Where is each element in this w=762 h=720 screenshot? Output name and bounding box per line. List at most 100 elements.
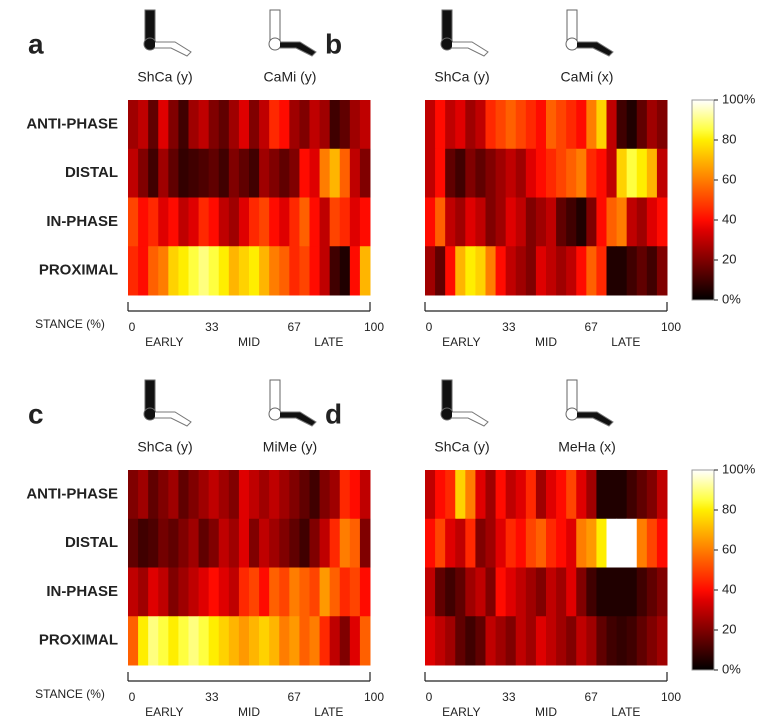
heat-cell bbox=[309, 567, 321, 617]
heat-cell bbox=[636, 470, 648, 520]
heat-cell bbox=[596, 518, 607, 568]
colorbar-tick-label: 20 bbox=[722, 251, 736, 266]
heat-cell bbox=[495, 567, 507, 617]
heat-cell bbox=[656, 100, 668, 150]
phase-label: LATE bbox=[314, 335, 343, 349]
heat-cell bbox=[339, 470, 351, 520]
heat-cell bbox=[238, 470, 250, 520]
heat-cell bbox=[208, 518, 220, 568]
heat-cell bbox=[485, 567, 497, 617]
heat-cell bbox=[475, 148, 486, 198]
heat-cell bbox=[198, 616, 210, 666]
heat-cell bbox=[465, 470, 476, 520]
heat-cell bbox=[198, 246, 210, 296]
x-tick-label: 100 bbox=[661, 320, 681, 334]
heat-cell bbox=[208, 197, 220, 247]
heat-cell bbox=[188, 470, 200, 520]
panel-label: b bbox=[325, 28, 342, 59]
panel: c ShCa (y) MiMe (y) ANTI-PHASE DISTAL IN-PHAS… bbox=[26, 379, 384, 719]
heat-cell bbox=[566, 518, 577, 568]
heat-cell bbox=[279, 246, 290, 296]
colorbar bbox=[691, 99, 715, 301]
heat-cell bbox=[586, 197, 597, 247]
heat-cell bbox=[259, 470, 270, 520]
row-label: IN-PHASE bbox=[46, 213, 118, 230]
heat-cell bbox=[289, 616, 300, 666]
heat-cell bbox=[148, 197, 159, 247]
x-tick-label: 67 bbox=[584, 320, 598, 334]
heat-cell bbox=[329, 148, 341, 198]
heat-cell bbox=[138, 567, 149, 617]
heat-cell bbox=[445, 470, 456, 520]
heat-cell bbox=[596, 616, 607, 666]
heat-cell bbox=[425, 197, 436, 247]
heat-cell bbox=[198, 148, 210, 198]
heat-cell bbox=[515, 197, 527, 247]
heat-cell bbox=[445, 100, 456, 150]
x-tick-label: 100 bbox=[364, 690, 384, 704]
heat-cell bbox=[626, 100, 638, 150]
heat-cell bbox=[646, 567, 658, 617]
heat-cell bbox=[259, 518, 270, 568]
heat-cell bbox=[178, 616, 189, 666]
heat-cell bbox=[299, 616, 310, 666]
heat-cell bbox=[646, 518, 658, 568]
heat-cell bbox=[279, 100, 290, 150]
colorbar-tick-label: 40 bbox=[722, 211, 736, 226]
colorbar-tick-label: 80 bbox=[722, 501, 736, 516]
heat-cell bbox=[445, 567, 456, 617]
heat-cell bbox=[535, 148, 547, 198]
heat-cell bbox=[158, 518, 169, 568]
heat-cell bbox=[626, 197, 638, 247]
heat-cell bbox=[636, 197, 648, 247]
heat-cell bbox=[646, 148, 658, 198]
phase-label: LATE bbox=[314, 705, 343, 719]
heat-cell bbox=[339, 567, 351, 617]
heat-cell bbox=[566, 100, 577, 150]
heat-cell bbox=[168, 470, 179, 520]
heat-cell bbox=[596, 567, 607, 617]
phase-label: LATE bbox=[611, 705, 640, 719]
heat-cell bbox=[525, 567, 537, 617]
heat-cell bbox=[435, 567, 446, 617]
heat-cell bbox=[626, 616, 638, 666]
icon-joint bbox=[268, 37, 282, 51]
heat-cell bbox=[249, 148, 260, 198]
heat-cell bbox=[178, 148, 189, 198]
heat-cell bbox=[556, 616, 567, 666]
heat-cell bbox=[339, 518, 351, 568]
row-label: ANTI-PHASE bbox=[26, 485, 118, 502]
heat-cell bbox=[289, 518, 300, 568]
heat-cell bbox=[238, 197, 250, 247]
heat-cell bbox=[329, 100, 341, 150]
heat-cell bbox=[359, 197, 371, 247]
heat-cell bbox=[359, 148, 371, 198]
heat-cell bbox=[349, 197, 361, 247]
heat-cell bbox=[596, 470, 607, 520]
x-tick-label: 0 bbox=[129, 690, 136, 704]
heat-cell bbox=[228, 100, 240, 150]
heat-cell bbox=[505, 197, 517, 247]
heat-cell bbox=[495, 100, 507, 150]
heat-cell bbox=[465, 567, 476, 617]
heat-cell bbox=[228, 567, 240, 617]
heat-cell bbox=[289, 470, 300, 520]
panel-label: c bbox=[28, 398, 44, 429]
heat-cell bbox=[238, 246, 250, 296]
panel-label: d bbox=[325, 398, 342, 429]
heat-cell bbox=[435, 197, 446, 247]
heat-cell bbox=[329, 518, 341, 568]
heat-cell bbox=[656, 518, 668, 568]
heat-cell bbox=[249, 246, 260, 296]
heat-cell bbox=[128, 470, 139, 520]
row-label: PROXIMAL bbox=[39, 632, 118, 649]
heat-cell bbox=[596, 100, 607, 150]
heat-cell bbox=[218, 148, 230, 198]
heat-cell bbox=[586, 616, 597, 666]
heat-cell bbox=[148, 567, 159, 617]
heat-cell bbox=[626, 567, 638, 617]
heat-cell bbox=[485, 616, 497, 666]
heat-cell bbox=[576, 246, 587, 296]
heat-cell bbox=[259, 616, 270, 666]
icon-limb bbox=[280, 41, 317, 57]
